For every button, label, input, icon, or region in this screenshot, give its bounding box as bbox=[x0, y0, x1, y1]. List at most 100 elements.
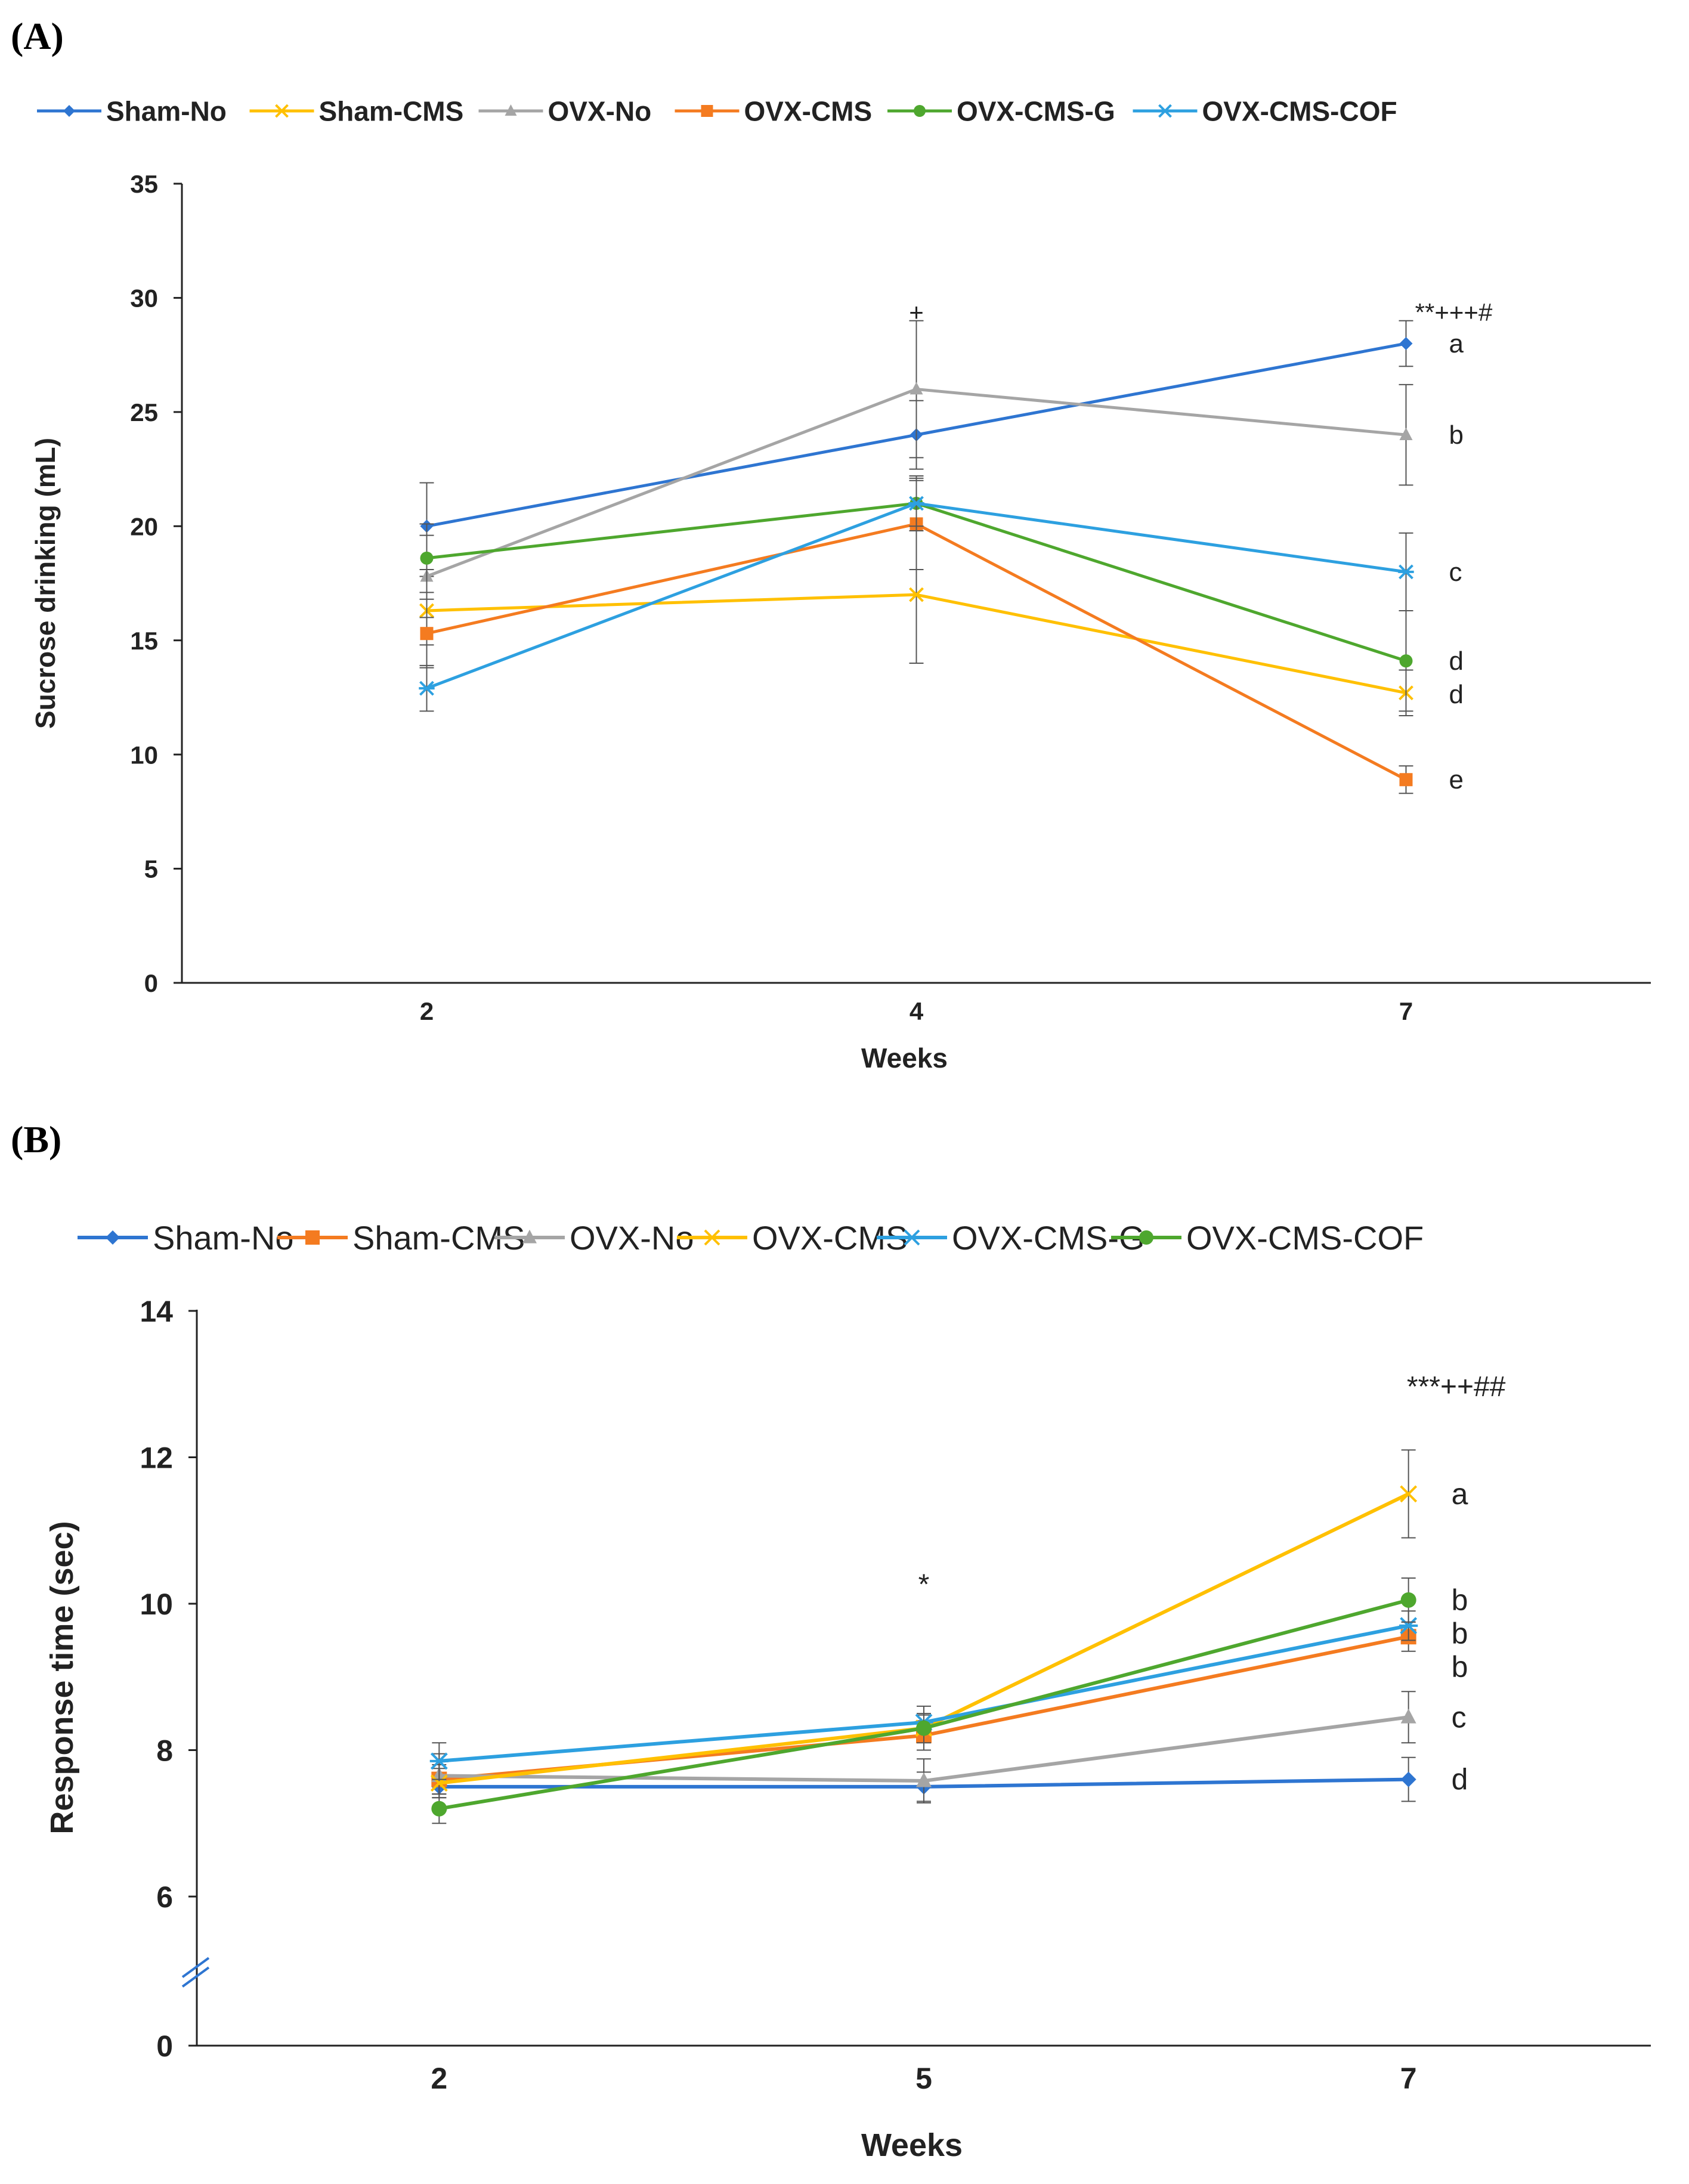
data-point-x bbox=[430, 1774, 448, 1792]
legend-label: Sham-CMS bbox=[319, 96, 464, 127]
data-point-circle bbox=[1399, 654, 1413, 668]
y-tick-label: 0 bbox=[156, 2030, 173, 2063]
y-tick-label: 15 bbox=[130, 627, 158, 655]
group-letter: d bbox=[1449, 646, 1464, 676]
group-letter: a bbox=[1449, 329, 1464, 358]
axis-break-mark bbox=[181, 1957, 210, 1988]
series-ovx-cms-cof bbox=[419, 480, 1414, 712]
legend-entry-sham-no: Sham-No bbox=[78, 1219, 294, 1257]
y-tick-label: 5 bbox=[144, 855, 158, 883]
x-tick-label: 2 bbox=[431, 2062, 447, 2095]
legend-entry-sham-cms: Sham-CMS bbox=[249, 96, 464, 127]
x-tick-label: 4 bbox=[910, 997, 924, 1025]
chart-panel-1: (B) Sham-No Sham-CMS OVX-No OVX-CMS OVX-CMS-G… bbox=[11, 1118, 1651, 2163]
legend-entry-ovx-cms: OVX-CMS bbox=[677, 1219, 908, 1257]
legend-entry-ovx-no: OVX-No bbox=[478, 96, 652, 127]
y-tick-label: 12 bbox=[140, 1441, 173, 1475]
group-letter: c bbox=[1452, 1700, 1467, 1734]
y-tick-label: 30 bbox=[130, 284, 158, 313]
series-ovx-cms-cof bbox=[431, 1577, 1416, 1824]
legend-entry-ovx-cms-g: OVX-CMS-G bbox=[877, 1219, 1145, 1257]
legend-marker-circle bbox=[1139, 1230, 1153, 1245]
legend-marker-circle bbox=[914, 105, 926, 117]
x-tick-label: 7 bbox=[1400, 2062, 1417, 2095]
legend-entry-ovx-no: OVX-No bbox=[494, 1219, 694, 1257]
chart-panel-0: (A) Sham-No Sham-CMS OVX-No OVX-CMS OVX-CMS-G… bbox=[11, 15, 1651, 1074]
significance-annotation: **+++# bbox=[1415, 298, 1493, 326]
significance-annotation: * bbox=[918, 1569, 930, 1600]
legend-label: Sham-No bbox=[106, 96, 227, 127]
group-letter: b bbox=[1449, 420, 1464, 450]
y-tick-label: 20 bbox=[130, 512, 158, 540]
legend-marker-asterisk bbox=[1158, 104, 1173, 118]
legend-entry-ovx-cms-cof: OVX-CMS-COF bbox=[1111, 1219, 1424, 1257]
legend-label: OVX-CMS-G bbox=[957, 96, 1115, 127]
data-point-asterisk bbox=[908, 496, 924, 511]
legend-marker-diamond bbox=[63, 105, 75, 117]
data-point-circle bbox=[431, 1801, 447, 1817]
data-point-circle bbox=[1400, 1592, 1416, 1608]
data-point-triangle bbox=[910, 382, 923, 395]
x-tick-label: 7 bbox=[1399, 997, 1413, 1025]
significance-annotation: + bbox=[909, 298, 924, 326]
y-axis-title: Response time (sec) bbox=[44, 1521, 80, 1834]
data-point-asterisk bbox=[1399, 1617, 1418, 1635]
legend-marker-diamond bbox=[106, 1230, 120, 1245]
legend-marker-square bbox=[305, 1230, 320, 1245]
y-tick-label: 35 bbox=[130, 170, 158, 198]
x-tick-label: 2 bbox=[420, 997, 434, 1025]
data-point-square bbox=[420, 627, 434, 641]
y-tick-label: 25 bbox=[130, 398, 158, 426]
y-tick-label: 14 bbox=[140, 1295, 173, 1328]
y-axis-title: Sucrose drinking (mL) bbox=[30, 438, 61, 729]
panel-label: (B) bbox=[11, 1118, 61, 1161]
legend-label: OVX-CMS-COF bbox=[1186, 1219, 1424, 1257]
legend-marker-x bbox=[275, 104, 289, 118]
data-point-diamond bbox=[1399, 337, 1413, 350]
y-tick-label: 6 bbox=[156, 1880, 173, 1914]
group-letter: b bbox=[1452, 1583, 1468, 1617]
y-tick-label: 10 bbox=[130, 741, 158, 769]
y-tick-label: 10 bbox=[140, 1588, 173, 1621]
legend-label: OVX-No bbox=[548, 96, 652, 127]
legend-marker-square bbox=[701, 105, 713, 117]
legend-marker-x bbox=[704, 1229, 720, 1246]
data-point-diamond bbox=[1400, 1771, 1416, 1787]
legend-marker-asterisk bbox=[903, 1229, 921, 1246]
data-point-circle bbox=[916, 1720, 932, 1736]
significance-annotation: ***++## bbox=[1407, 1371, 1506, 1403]
legend-label: Sham-No bbox=[153, 1219, 294, 1257]
data-point-x bbox=[1400, 1485, 1418, 1503]
data-point-asterisk bbox=[419, 680, 435, 696]
data-point-triangle bbox=[1399, 428, 1413, 440]
legend-label: OVX-CMS bbox=[744, 96, 873, 127]
group-letter: a bbox=[1452, 1477, 1468, 1511]
group-letter: d bbox=[1449, 680, 1464, 709]
legend-entry-sham-cms: Sham-CMS bbox=[277, 1219, 525, 1257]
data-point-square bbox=[1399, 773, 1413, 787]
data-point-x bbox=[909, 587, 924, 602]
data-point-asterisk bbox=[1398, 564, 1414, 580]
group-letter: b bbox=[1452, 1650, 1468, 1684]
legend-marker-triangle bbox=[505, 104, 517, 116]
group-letter: e bbox=[1449, 765, 1464, 794]
group-letter: d bbox=[1452, 1763, 1468, 1796]
legend-entry-ovx-cms: OVX-CMS bbox=[675, 96, 873, 127]
group-letter: b bbox=[1452, 1617, 1468, 1650]
data-point-triangle bbox=[916, 1772, 932, 1787]
y-tick-label: 0 bbox=[144, 969, 158, 997]
y-tick-label: 8 bbox=[156, 1734, 173, 1768]
x-axis-title: Weeks bbox=[861, 2127, 963, 2163]
legend-entry-ovx-cms-cof: OVX-CMS-COF bbox=[1133, 96, 1397, 127]
data-point-asterisk bbox=[429, 1752, 448, 1770]
legend-label: OVX-CMS-COF bbox=[1202, 96, 1397, 127]
panel-label: (A) bbox=[11, 15, 64, 57]
legend-entry-sham-no: Sham-No bbox=[37, 96, 227, 127]
data-point-circle bbox=[420, 551, 434, 565]
legend-entry-ovx-cms-g: OVX-CMS-G bbox=[887, 96, 1115, 127]
data-point-triangle bbox=[1400, 1708, 1416, 1724]
x-axis-title: Weeks bbox=[861, 1042, 948, 1074]
group-letter: c bbox=[1449, 558, 1462, 587]
x-tick-label: 5 bbox=[915, 2062, 932, 2095]
